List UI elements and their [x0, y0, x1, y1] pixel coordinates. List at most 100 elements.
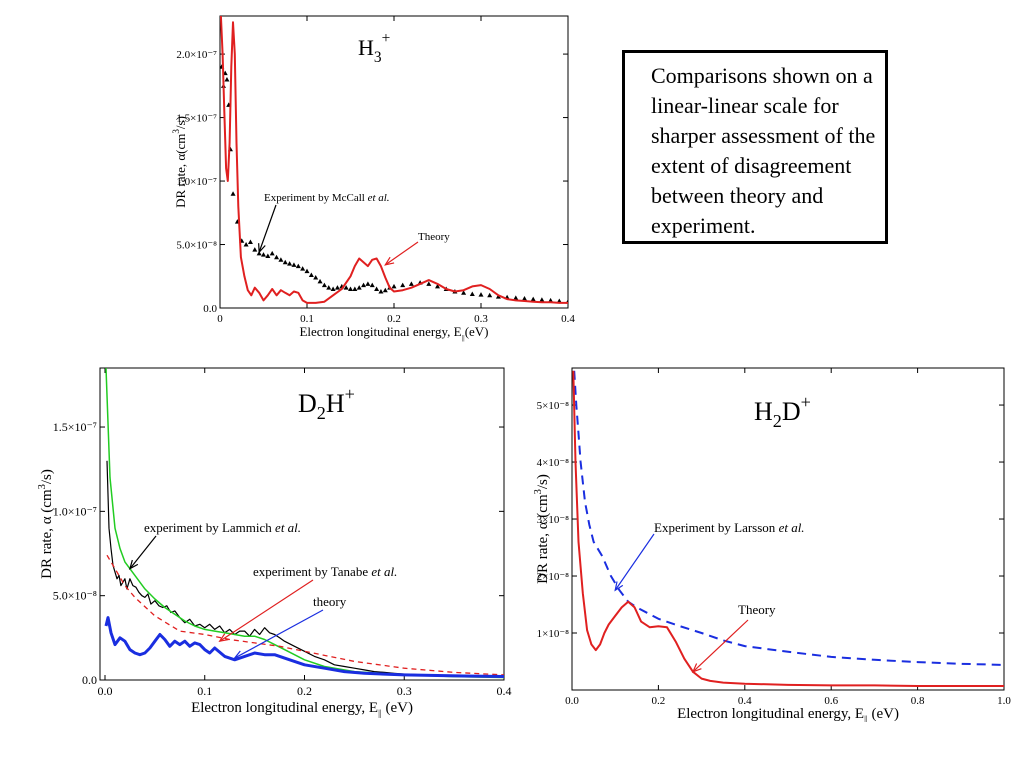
y-tick-label: 0.0 [82, 673, 97, 687]
chart-h3plus: 0 0.1 0.2 0.3 0.4 0.0 5.0×10⁻⁸ 1.0×10⁻⁷ 1.5×10⁻⁷… [160, 10, 580, 350]
data-point [261, 252, 266, 257]
data-point [539, 297, 545, 302]
data-point [426, 281, 432, 286]
annotation-label: Experiment by Larsson et al. [654, 520, 805, 535]
series-line [220, 16, 568, 304]
data-point [378, 288, 384, 294]
comparison-note-text: Comparisons shown on a linear-linear sca… [651, 63, 876, 238]
x-axis-label: Electron longitudinal energy, E|| (eV) [677, 706, 899, 722]
annotation-arrow [234, 609, 324, 659]
data-point [291, 262, 297, 267]
data-point [287, 261, 293, 266]
x-tick-label: 0.0 [97, 684, 112, 698]
y-tick-label: 5.0×10⁻⁸ [53, 589, 97, 603]
data-point [343, 285, 349, 290]
chart-title: D2H+ [298, 384, 355, 423]
y-axis-label: DR rate, α(cm3/s) [171, 116, 188, 208]
series-line [106, 460, 504, 678]
y-axis-label: DR rate, α (cm3/s) [533, 474, 551, 584]
y-tick-label: 5.0×10⁻⁸ [176, 240, 217, 252]
y-tick-label: 1.0×10⁻⁷ [176, 176, 217, 188]
annotation-label: experiment by Tanabe et al. [253, 564, 397, 579]
x-tick-label: 1.0 [997, 695, 1011, 707]
data-point [391, 283, 397, 289]
x-tick-label: 0.2 [387, 313, 401, 325]
data-point [374, 286, 380, 291]
data-point [243, 242, 249, 247]
annotation-label: Theory [418, 231, 450, 243]
y-tick-label: 4×10⁻⁸ [537, 457, 570, 469]
y-tick-label: 2.0×10⁻⁷ [176, 49, 217, 61]
x-tick-label: 0.4 [561, 313, 575, 325]
y-tick-label: 1.5×10⁻⁷ [53, 420, 97, 434]
x-tick-label: 0 [217, 313, 223, 325]
y-tick-label: 5×10⁻⁸ [537, 400, 570, 412]
x-tick-label: 0.1 [300, 313, 314, 325]
data-point [269, 250, 275, 256]
series-group [220, 16, 568, 304]
data-point [361, 282, 367, 288]
data-point [330, 286, 336, 291]
comparison-note: Comparisons shown on a linear-linear sca… [622, 50, 888, 244]
chart-h2dplus: 0.0 0.2 0.4 0.6 0.8 1.0 1×10⁻⁸ 2×10⁻⁸ 3×10⁻⁸ 4×10… [518, 362, 1020, 724]
x-tick-label: 0.1 [197, 684, 212, 698]
x-tick-label: 0.3 [397, 684, 412, 698]
x-tick-label: 0.6 [824, 695, 838, 707]
annotation-arrow [129, 535, 157, 570]
x-tick-label: 0.4 [497, 684, 512, 698]
annotation-arrowhead [384, 256, 395, 266]
series-group [104, 368, 504, 679]
chart-d2hplus-svg: 0.0 0.1 0.2 0.3 0.4 0.0 5.0×10⁻⁸ 1.0×10⁻⁷ 1.5×10… [37, 367, 512, 718]
data-point [513, 295, 519, 300]
y-tick-label: 1.5×10⁻⁷ [176, 113, 217, 125]
data-point [230, 191, 236, 196]
series-markers-experiment [220, 64, 568, 304]
x-tick-label: 0.2 [297, 684, 312, 698]
data-point [348, 286, 353, 291]
data-point [548, 297, 554, 303]
x-axis-label: Electron longitudinal energy, E||(eV) [299, 324, 488, 342]
y-tick-label: 0.0 [203, 303, 217, 315]
chart-title: H3+ [358, 30, 390, 66]
x-tick-label: 0.3 [474, 313, 488, 325]
plot-frame [219, 15, 569, 309]
data-point [461, 290, 467, 295]
data-point [300, 266, 306, 271]
x-tick-label: 0.2 [652, 695, 666, 707]
data-point [224, 76, 230, 82]
data-point [274, 254, 280, 260]
y-tick-label: 3×10⁻⁸ [537, 514, 570, 526]
chart-title: H2D+ [754, 392, 811, 431]
y-tick-label: 2×10⁻⁸ [537, 571, 570, 583]
series-line [104, 616, 504, 678]
data-point [308, 272, 314, 277]
annotation-label: Theory [738, 602, 776, 617]
data-point [365, 281, 371, 286]
plot-frame [99, 367, 505, 681]
annotation-arrowhead [218, 633, 229, 643]
series-line [106, 554, 504, 676]
annotation-arrowhead [128, 559, 139, 570]
data-point [356, 285, 362, 290]
data-point [435, 283, 440, 289]
annotation-arrowhead [233, 650, 244, 659]
annotation-arrow [384, 241, 419, 266]
series-line [573, 370, 1004, 666]
data-point [313, 275, 319, 280]
annotation-arrowhead [614, 581, 624, 592]
data-point [282, 259, 288, 265]
data-point [522, 295, 527, 301]
data-point [530, 296, 536, 302]
annotation-label: theory [313, 594, 347, 609]
data-point [369, 282, 375, 288]
data-point [334, 285, 340, 290]
annotation-arrow [692, 619, 749, 673]
data-point [469, 291, 475, 297]
data-point [321, 282, 327, 288]
series-line [572, 370, 1004, 687]
data-point [265, 253, 271, 258]
data-point [400, 282, 406, 288]
y-tick-label: 1.0×10⁻⁷ [53, 504, 97, 518]
data-point [256, 250, 262, 256]
data-point [487, 292, 493, 298]
